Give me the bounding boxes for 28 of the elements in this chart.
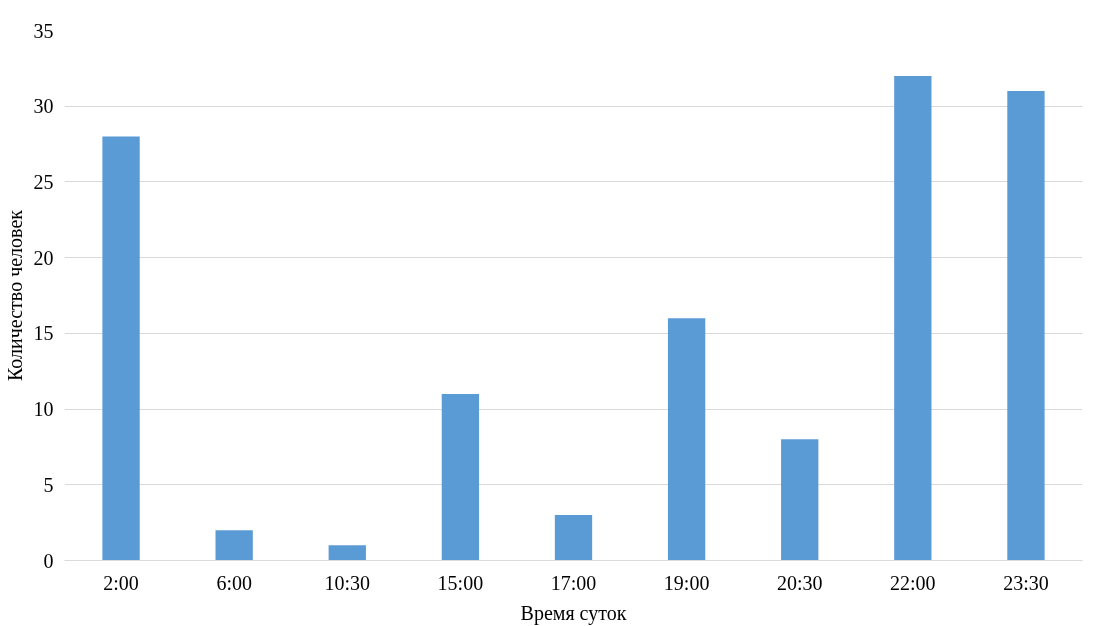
y-tick-label: 15 — [33, 322, 54, 345]
bar — [215, 530, 253, 561]
y-axis-title: Количество человек — [3, 209, 26, 381]
x-tick-label: 10:30 — [324, 571, 371, 594]
y-tick-label: 35 — [33, 19, 54, 42]
y-tick-label: 25 — [33, 170, 54, 193]
y-tick-label: 20 — [33, 246, 54, 269]
x-tick-label: 17:00 — [550, 571, 597, 594]
bar — [894, 75, 932, 561]
y-tick-label: 10 — [33, 398, 54, 421]
y-tick-label: 5 — [43, 473, 54, 496]
bar — [102, 136, 140, 561]
bar — [554, 515, 593, 561]
x-tick-label: 22:00 — [890, 571, 936, 594]
x-tick-label: 6:00 — [216, 571, 252, 594]
bar — [441, 393, 480, 561]
y-tick-label: 0 — [43, 549, 54, 572]
bar — [328, 545, 366, 561]
x-tick-label: 15:00 — [437, 571, 484, 594]
x-tick-label: 19:00 — [663, 571, 710, 594]
x-axis-title: Время суток — [520, 601, 627, 625]
x-tick-label: 20:30 — [776, 571, 823, 594]
x-tick-label: 23:30 — [1003, 571, 1049, 594]
bar — [781, 439, 819, 561]
y-tick-label: 30 — [33, 95, 54, 118]
x-tick-label: 2:00 — [103, 571, 139, 594]
bar — [667, 318, 706, 561]
bar — [1007, 91, 1045, 561]
